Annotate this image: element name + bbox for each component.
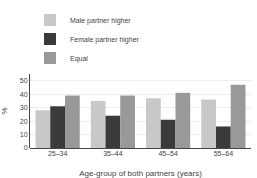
svg-text:25–34: 25–34 (48, 150, 68, 157)
svg-text:Female partner higher: Female partner higher (70, 36, 140, 44)
svg-text:Age-group of both partners (ye: Age-group of both partners (years) (79, 169, 202, 178)
svg-text:30: 30 (20, 104, 28, 111)
svg-text:%: % (0, 107, 9, 114)
svg-text:10: 10 (20, 131, 28, 138)
svg-text:Equal: Equal (70, 55, 88, 63)
svg-text:20: 20 (20, 118, 28, 125)
svg-text:40: 40 (20, 91, 28, 98)
svg-text:50: 50 (20, 77, 28, 84)
svg-text:35–44: 35–44 (103, 150, 123, 157)
svg-text:55–64: 55–64 (214, 150, 234, 157)
svg-text:Male partner higher: Male partner higher (70, 17, 131, 25)
svg-text:0: 0 (24, 144, 28, 151)
svg-text:45–54: 45–54 (158, 150, 178, 157)
